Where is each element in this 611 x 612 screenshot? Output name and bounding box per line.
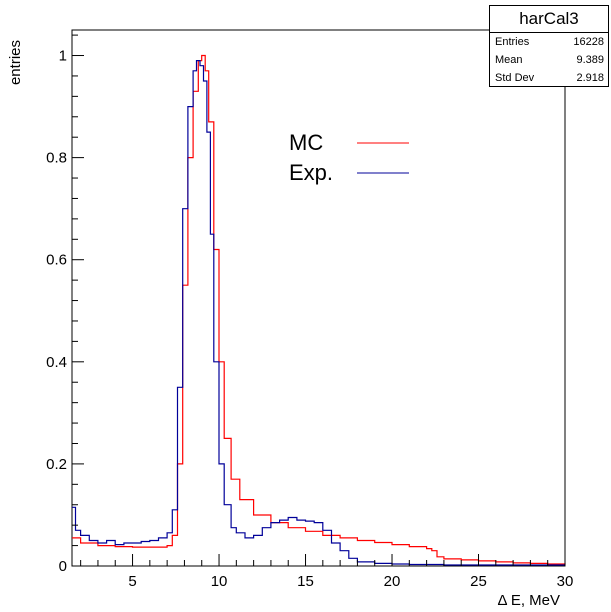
stats-row-stddev: Std Dev 2.918 xyxy=(490,69,608,87)
x-axis-title: Δ E, MeV xyxy=(497,592,560,609)
stats-label: Entries xyxy=(495,36,530,48)
stats-label: Std Dev xyxy=(495,72,535,84)
x-tick-label: 30 xyxy=(557,573,574,590)
stats-title: harCal3 xyxy=(490,6,608,33)
stats-value: 2.918 xyxy=(576,72,604,84)
x-tick-label: 20 xyxy=(384,573,401,590)
series-mc-line xyxy=(72,54,566,565)
y-tick-label: 1 xyxy=(59,48,67,65)
plot-frame xyxy=(71,29,566,567)
ticks-group: 5 10 15 20 25 30 0 0.2 0.4 0.6 0.8 1 xyxy=(46,34,574,590)
y-tick-label: 0.2 xyxy=(46,456,67,473)
stats-value: 9.389 xyxy=(576,54,604,66)
stats-row-mean: Mean 9.389 xyxy=(490,51,608,69)
x-tick-label: 5 xyxy=(128,573,136,590)
legend-label-exp: Exp. xyxy=(289,160,333,185)
x-tick-label: 10 xyxy=(211,573,228,590)
legend-label-mc: MC xyxy=(289,130,323,155)
stats-row-entries: Entries 16228 xyxy=(490,33,608,51)
y-tick-label: 0.6 xyxy=(46,252,67,269)
x-tick-label: 25 xyxy=(470,573,487,590)
stats-value: 16228 xyxy=(573,36,604,48)
y-axis-title: entries xyxy=(7,40,24,85)
x-tick-label: 15 xyxy=(297,573,314,590)
y-tick-label: 0.4 xyxy=(46,354,67,371)
stats-box: harCal3 Entries 16228 Mean 9.389 Std Dev… xyxy=(489,5,609,87)
stats-label: Mean xyxy=(495,54,523,66)
legend-group: MC Exp. xyxy=(289,130,409,185)
plot-frame-group xyxy=(71,29,566,567)
y-tick-label: 0 xyxy=(59,558,67,575)
y-tick-label: 0.8 xyxy=(46,150,67,167)
